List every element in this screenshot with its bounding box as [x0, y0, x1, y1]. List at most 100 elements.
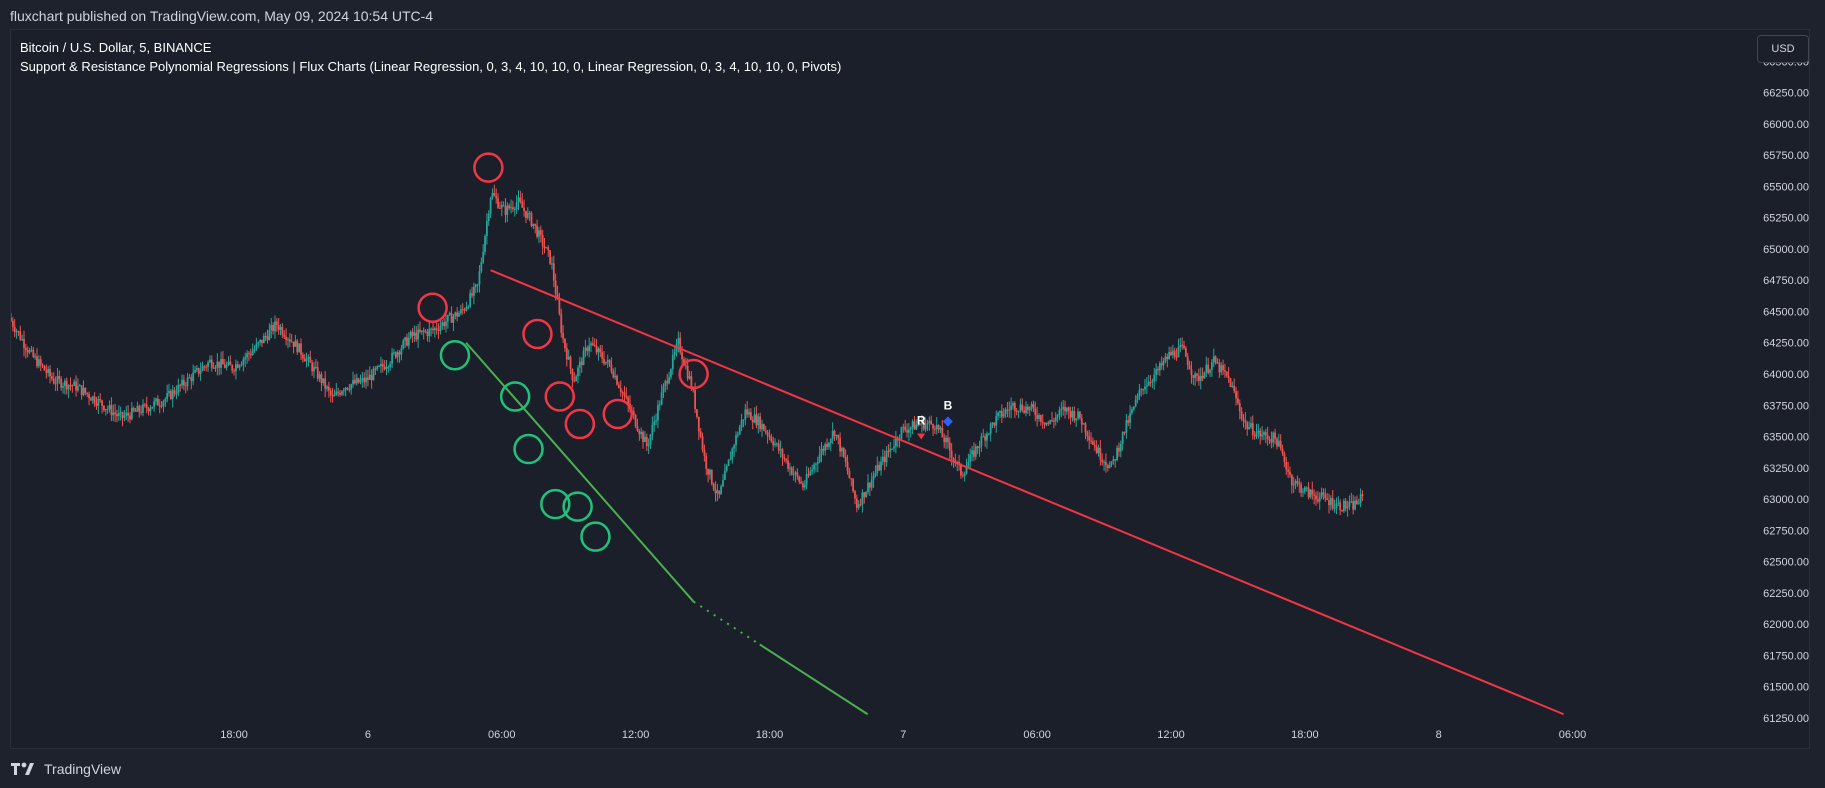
candle-body: [67, 385, 70, 390]
pivot-low-circle: [499, 381, 531, 412]
signal-markers-group: RB: [917, 399, 953, 440]
candle-body: [1025, 406, 1027, 413]
candle-body: [779, 449, 782, 451]
candle-body: [1181, 344, 1184, 346]
time-axis[interactable]: 18:00 6 06:00 12:00 18:00 7 06:00 12:00 18:00 8 06…: [220, 729, 1586, 741]
x-tick-label: 7: [900, 729, 906, 741]
candle-body: [500, 205, 503, 208]
candle-body: [820, 448, 823, 455]
price-axis[interactable]: 66500.0066250.0066000.0065750.0065500.00…: [1763, 56, 1809, 725]
candle-body: [1289, 471, 1291, 475]
candle-body: [166, 393, 169, 400]
candle-body: [15, 331, 18, 333]
candle-body: [1071, 410, 1074, 418]
candle-body: [971, 450, 973, 455]
candle-body: [222, 359, 224, 365]
publisher-line: fluxchart published on TradingView.com, …: [10, 8, 434, 24]
candle-body: [1142, 389, 1145, 391]
y-tick-label: 63250.00: [1763, 463, 1809, 475]
candle-body: [861, 492, 864, 505]
candle-body: [385, 367, 388, 370]
candle-body: [1038, 415, 1040, 419]
candle-body: [127, 412, 130, 416]
candle-body: [813, 464, 815, 470]
candle-body: [513, 209, 516, 211]
symbol-line[interactable]: Bitcoin / U.S. Dollar, 5, BINANCE: [20, 40, 212, 55]
candle-body: [681, 352, 683, 360]
candle-body: [231, 365, 234, 371]
candle-body: [288, 339, 291, 342]
candle-body: [666, 381, 669, 384]
candle-body: [525, 210, 527, 218]
candle-body: [300, 343, 302, 355]
candle-body: [1203, 372, 1206, 379]
currency-button[interactable]: USD: [1757, 35, 1809, 63]
candle-body: [1084, 423, 1087, 433]
candle-body: [891, 448, 894, 450]
candle-body: [872, 476, 875, 480]
candle-body: [1341, 510, 1343, 512]
candle-body: [47, 368, 50, 373]
candle-body: [644, 436, 646, 442]
candle-body: [729, 459, 732, 461]
candle-body: [337, 391, 340, 394]
candle-body: [433, 328, 436, 331]
candle-body: [34, 356, 37, 358]
candle-body: [283, 334, 286, 337]
candle-body: [577, 367, 579, 377]
x-tick-label: 18:00: [756, 729, 784, 741]
candle-body: [52, 378, 55, 384]
candle-body: [158, 405, 161, 407]
candle-body: [1125, 420, 1128, 433]
candle-body: [169, 390, 172, 399]
candle-body: [874, 472, 877, 477]
candle-body: [928, 420, 931, 423]
candle-body: [1134, 399, 1137, 407]
candle-body: [519, 197, 522, 202]
candle-body: [1305, 487, 1308, 489]
candle-body: [699, 431, 702, 437]
candle-body: [768, 435, 771, 437]
candle-body: [1028, 406, 1031, 411]
candle-body: [413, 332, 416, 336]
candle-body: [445, 321, 447, 327]
candle-body: [1101, 459, 1104, 463]
chart-frame[interactable]: [10, 29, 1810, 749]
candle-body: [1270, 439, 1273, 443]
chart-legend: Bitcoin / U.S. Dollar, 5, BINANCE Suppor…: [20, 38, 841, 76]
candle-body: [941, 427, 944, 438]
candle-body: [976, 446, 979, 449]
candle-body: [907, 429, 910, 433]
candle-body: [578, 361, 581, 368]
candle-body: [647, 444, 650, 446]
candle-body: [190, 377, 193, 382]
candle-body: [987, 433, 990, 435]
candle-body: [112, 412, 115, 416]
candle-body: [104, 409, 107, 411]
candle-body: [23, 338, 25, 348]
candle-body: [1255, 432, 1258, 437]
candle-body: [937, 424, 940, 430]
candle-body: [1036, 415, 1039, 419]
candle-body: [58, 376, 61, 380]
candle-body: [1069, 411, 1072, 418]
indicator-line[interactable]: Support & Resistance Polynomial Regressi…: [20, 59, 842, 74]
candle-body: [1248, 426, 1250, 429]
candle-body: [1118, 447, 1120, 452]
candle-body: [774, 443, 776, 446]
candle-body: [738, 427, 741, 435]
candle-body: [1263, 432, 1265, 435]
resistance-regression-line: [490, 269, 1564, 716]
candle-body: [1250, 423, 1252, 427]
support-regression-line: [465, 342, 695, 603]
candle-body: [482, 251, 485, 263]
candle-body: [432, 328, 434, 331]
candle-body: [43, 366, 46, 371]
candle-body: [815, 463, 817, 465]
candle-body: [1015, 410, 1018, 412]
candle-body: [214, 367, 217, 369]
candle-body: [1210, 362, 1213, 370]
candle-body: [437, 329, 440, 331]
candle-body: [1240, 411, 1243, 419]
